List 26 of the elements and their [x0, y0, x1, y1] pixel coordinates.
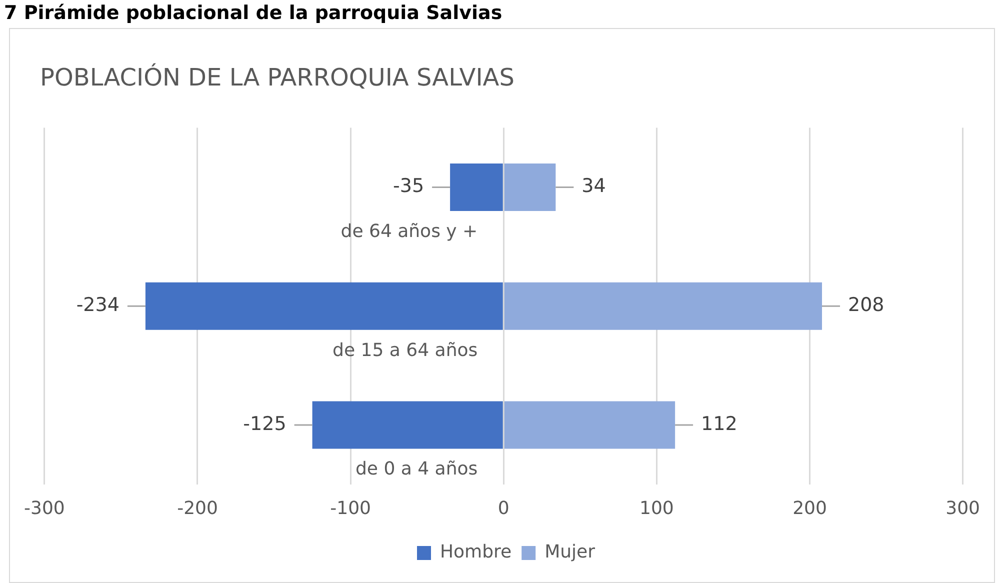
- x-tick-label: -200: [177, 498, 218, 519]
- bar: [504, 163, 556, 212]
- x-tick-label: -300: [24, 498, 65, 519]
- x-tick-label: 100: [640, 498, 674, 519]
- legend-label: Hombre: [440, 542, 512, 563]
- data-label: 208: [848, 294, 884, 316]
- bar: [504, 401, 676, 449]
- x-tick-label: 300: [946, 498, 980, 519]
- x-tick-label: 0: [498, 498, 510, 519]
- bar: [504, 282, 822, 330]
- x-tick-label: -100: [330, 498, 371, 519]
- data-label: 34: [582, 175, 606, 198]
- data-label: 112: [701, 412, 738, 435]
- y-tick-label: de 15 a 64 años: [332, 340, 478, 361]
- bar: [312, 401, 503, 449]
- legend-label: Mujer: [544, 542, 596, 563]
- bar: [145, 282, 503, 330]
- data-label: -125: [243, 412, 286, 435]
- text: 7 Pirámide poblacional de la parroquia Salvias: [4, 2, 502, 24]
- data-label: -234: [76, 294, 120, 316]
- bar: [450, 163, 503, 212]
- chart-title: POBLACIÓN DE LA PARROQUIA SALVIAS: [40, 62, 514, 92]
- y-tick-label: de 64 años y +: [340, 220, 478, 242]
- data-label: -35: [393, 175, 424, 198]
- x-tick-label: 200: [792, 498, 827, 519]
- y-tick-label: de 0 a 4 años: [355, 458, 478, 480]
